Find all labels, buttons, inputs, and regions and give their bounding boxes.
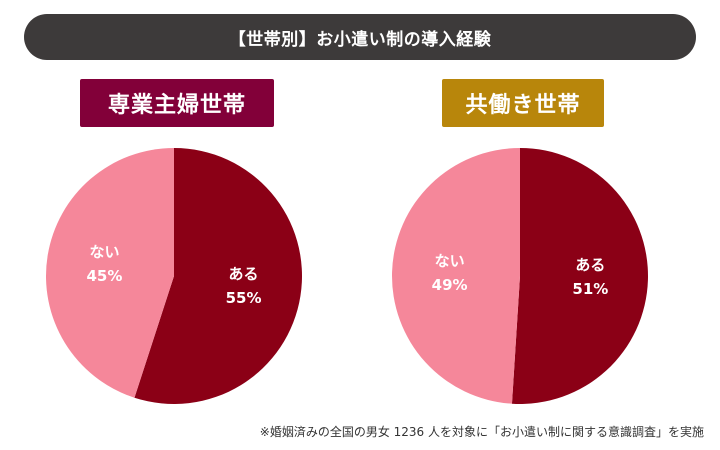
pie-1-slice-1-label: ない	[435, 252, 465, 270]
pie-title-dual-income-household: 共働き世帯	[442, 79, 604, 127]
pie-1-slice-0-label: ある	[575, 256, 605, 274]
pie-0-slice-1	[46, 148, 174, 398]
pie-0-slice-0-label: ある	[229, 265, 259, 283]
pie-0-slice-1-value: 45%	[87, 267, 123, 285]
pie-title-housewife-household: 専業主婦世帯	[80, 79, 274, 127]
pie-1-slice-0	[511, 148, 648, 404]
pie-0-slice-0-value: 55%	[226, 289, 262, 307]
pie-0-slice-1-label: ない	[89, 243, 119, 261]
pie-1-slice-0-value: 51%	[572, 280, 608, 298]
pie-1-slice-1	[391, 148, 520, 404]
pie-1-slice-1-value: 49%	[432, 276, 468, 294]
pie-0-slice-0	[134, 148, 302, 404]
footnote: ※婚姻済みの全国の男女 1236 人を対象に「お小遣い制に関する意識調査」を実施	[259, 425, 704, 439]
chart-title: 【世帯別】お小遣い制の導入経験	[24, 14, 696, 60]
